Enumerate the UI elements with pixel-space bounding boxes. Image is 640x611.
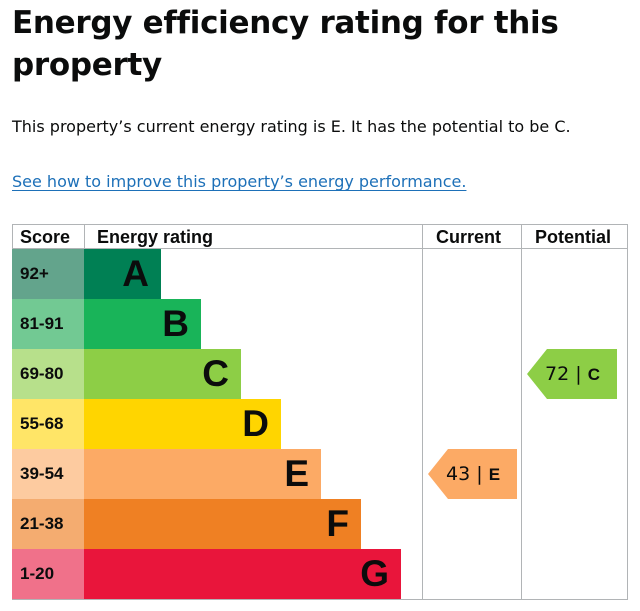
current-rating-separator: | — [476, 463, 483, 485]
score-range: 69-80 — [12, 349, 84, 399]
energy-rating-header: Energy rating — [97, 227, 214, 247]
rating-summary: This property’s current energy rating is… — [12, 117, 571, 136]
table-top-border — [12, 224, 628, 225]
rating-bar-g: G — [84, 549, 401, 599]
page-title: Energy efficiency rating for this proper… — [12, 5, 559, 83]
score-range: 39-54 — [12, 449, 84, 499]
rating-bar-e: E — [84, 449, 321, 499]
rating-bar-b: B — [84, 299, 201, 349]
score-range: 1-20 — [12, 549, 84, 599]
energy-rating-table: Score Energy rating Current Potential 92… — [12, 224, 628, 600]
current-rating-letter: E — [488, 465, 501, 484]
score-header: Score — [20, 227, 71, 247]
potential-rating-arrow: 72 | C — [527, 349, 617, 399]
potential-column-divider — [521, 224, 522, 600]
score-range: 21-38 — [12, 499, 84, 549]
current-header: Current — [436, 227, 502, 247]
score-column-divider — [84, 224, 85, 249]
potential-rating-value: 72 — [545, 363, 570, 385]
rating-bar-a: A — [84, 249, 161, 299]
current-rating-arrow: 43 | E — [428, 449, 517, 499]
potential-rating-letter: C — [587, 365, 600, 384]
table-bottom-border — [12, 599, 628, 600]
potential-header: Potential — [535, 227, 612, 247]
current-column-divider — [422, 224, 423, 600]
improve-performance-link[interactable]: See how to improve this property’s energ… — [12, 172, 467, 191]
rating-bar-c: C — [84, 349, 241, 399]
rating-bar-d: D — [84, 399, 281, 449]
table-right-border — [627, 224, 628, 600]
rating-bar-f: F — [84, 499, 361, 549]
potential-rating-separator: | — [575, 363, 582, 385]
score-range: 81-91 — [12, 299, 84, 349]
score-range: 92+ — [12, 249, 84, 299]
score-range: 55-68 — [12, 399, 84, 449]
current-rating-value: 43 — [446, 463, 471, 485]
header-divider — [12, 248, 628, 249]
